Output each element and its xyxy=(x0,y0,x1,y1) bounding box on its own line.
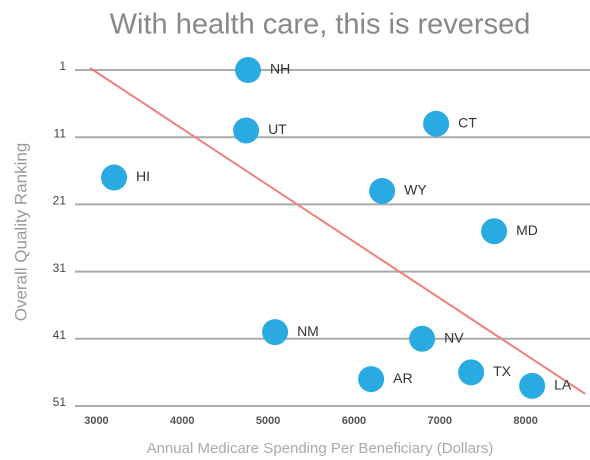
point-label: UT xyxy=(268,121,287,137)
point xyxy=(409,325,436,352)
x-tick-label: 4000 xyxy=(170,415,194,427)
y-tick-label: 21 xyxy=(53,194,67,208)
point xyxy=(481,218,508,245)
trend-line xyxy=(89,67,586,395)
point xyxy=(458,359,485,386)
y-tick-label: 11 xyxy=(54,126,67,140)
x-tick-label: 8000 xyxy=(513,415,537,427)
point-label: NV xyxy=(444,330,464,346)
point-label: WY xyxy=(404,182,427,198)
x-tick-label: 6000 xyxy=(342,415,366,427)
point-label: HI xyxy=(136,168,150,184)
point xyxy=(423,110,450,137)
point-label: CT xyxy=(458,114,477,130)
x-tick-label: 3000 xyxy=(84,415,108,427)
point xyxy=(235,57,262,83)
y-axis-label: Overall Quality Ranking xyxy=(11,143,30,322)
point xyxy=(233,117,260,144)
x-axis-label: Annual Medicare Spending Per Beneficiary… xyxy=(147,440,494,457)
y-tick-label: 31 xyxy=(53,261,67,275)
point xyxy=(262,319,289,346)
y-tick-label: 1 xyxy=(59,59,66,73)
point xyxy=(358,366,385,393)
point-label: TX xyxy=(493,363,512,379)
point xyxy=(519,372,546,399)
point-label: AR xyxy=(393,370,412,386)
chart-title: With health care, this is reversed xyxy=(110,9,531,41)
x-tick-label: 7000 xyxy=(428,415,452,427)
point xyxy=(369,177,396,204)
y-tick-label: 51 xyxy=(53,395,67,409)
point-label: MD xyxy=(516,222,538,238)
point xyxy=(101,164,128,191)
y-tick-label: 41 xyxy=(53,328,67,342)
point-label: NM xyxy=(297,323,319,339)
point-label: NH xyxy=(270,61,290,77)
x-tick-label: 5000 xyxy=(256,415,280,427)
point-label: LA xyxy=(554,377,572,393)
